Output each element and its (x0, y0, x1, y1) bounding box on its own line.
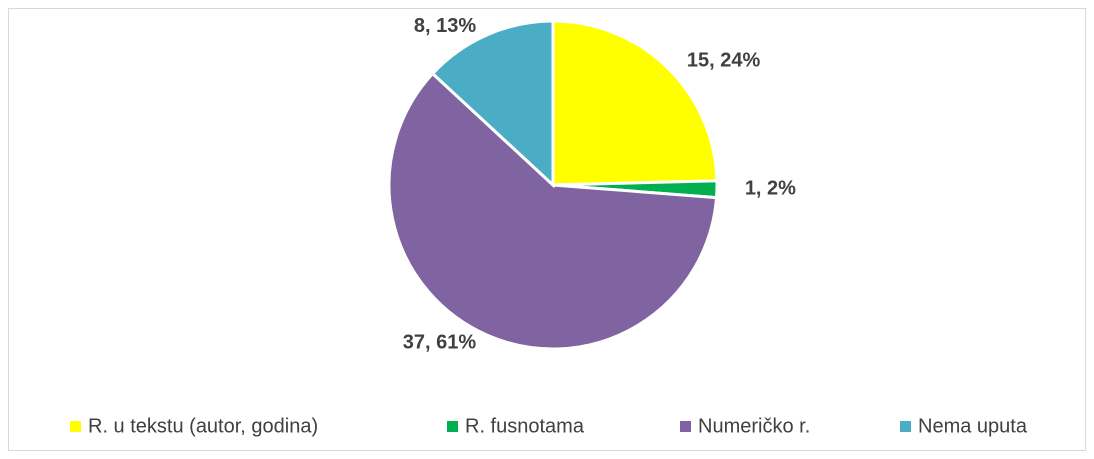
data-label: 37, 61% (403, 332, 477, 354)
legend-label: Nema uputa (918, 415, 1028, 437)
data-label: 1, 2% (745, 178, 796, 200)
pie-slice (387, 71, 719, 351)
legend-label: Numeričko r. (698, 415, 810, 437)
legend-label: R. fusnotama (465, 415, 585, 437)
legend-swatch (447, 421, 458, 432)
legend-swatch (680, 421, 691, 432)
legend-swatch (900, 421, 911, 432)
legend-swatch (70, 421, 81, 432)
data-label: 8, 13% (414, 15, 476, 37)
data-label: 15, 24% (687, 50, 761, 72)
pie-slice (430, 19, 555, 189)
legend-label: R. u tekstu (autor, godina) (88, 415, 318, 437)
pie-slice (551, 19, 719, 187)
